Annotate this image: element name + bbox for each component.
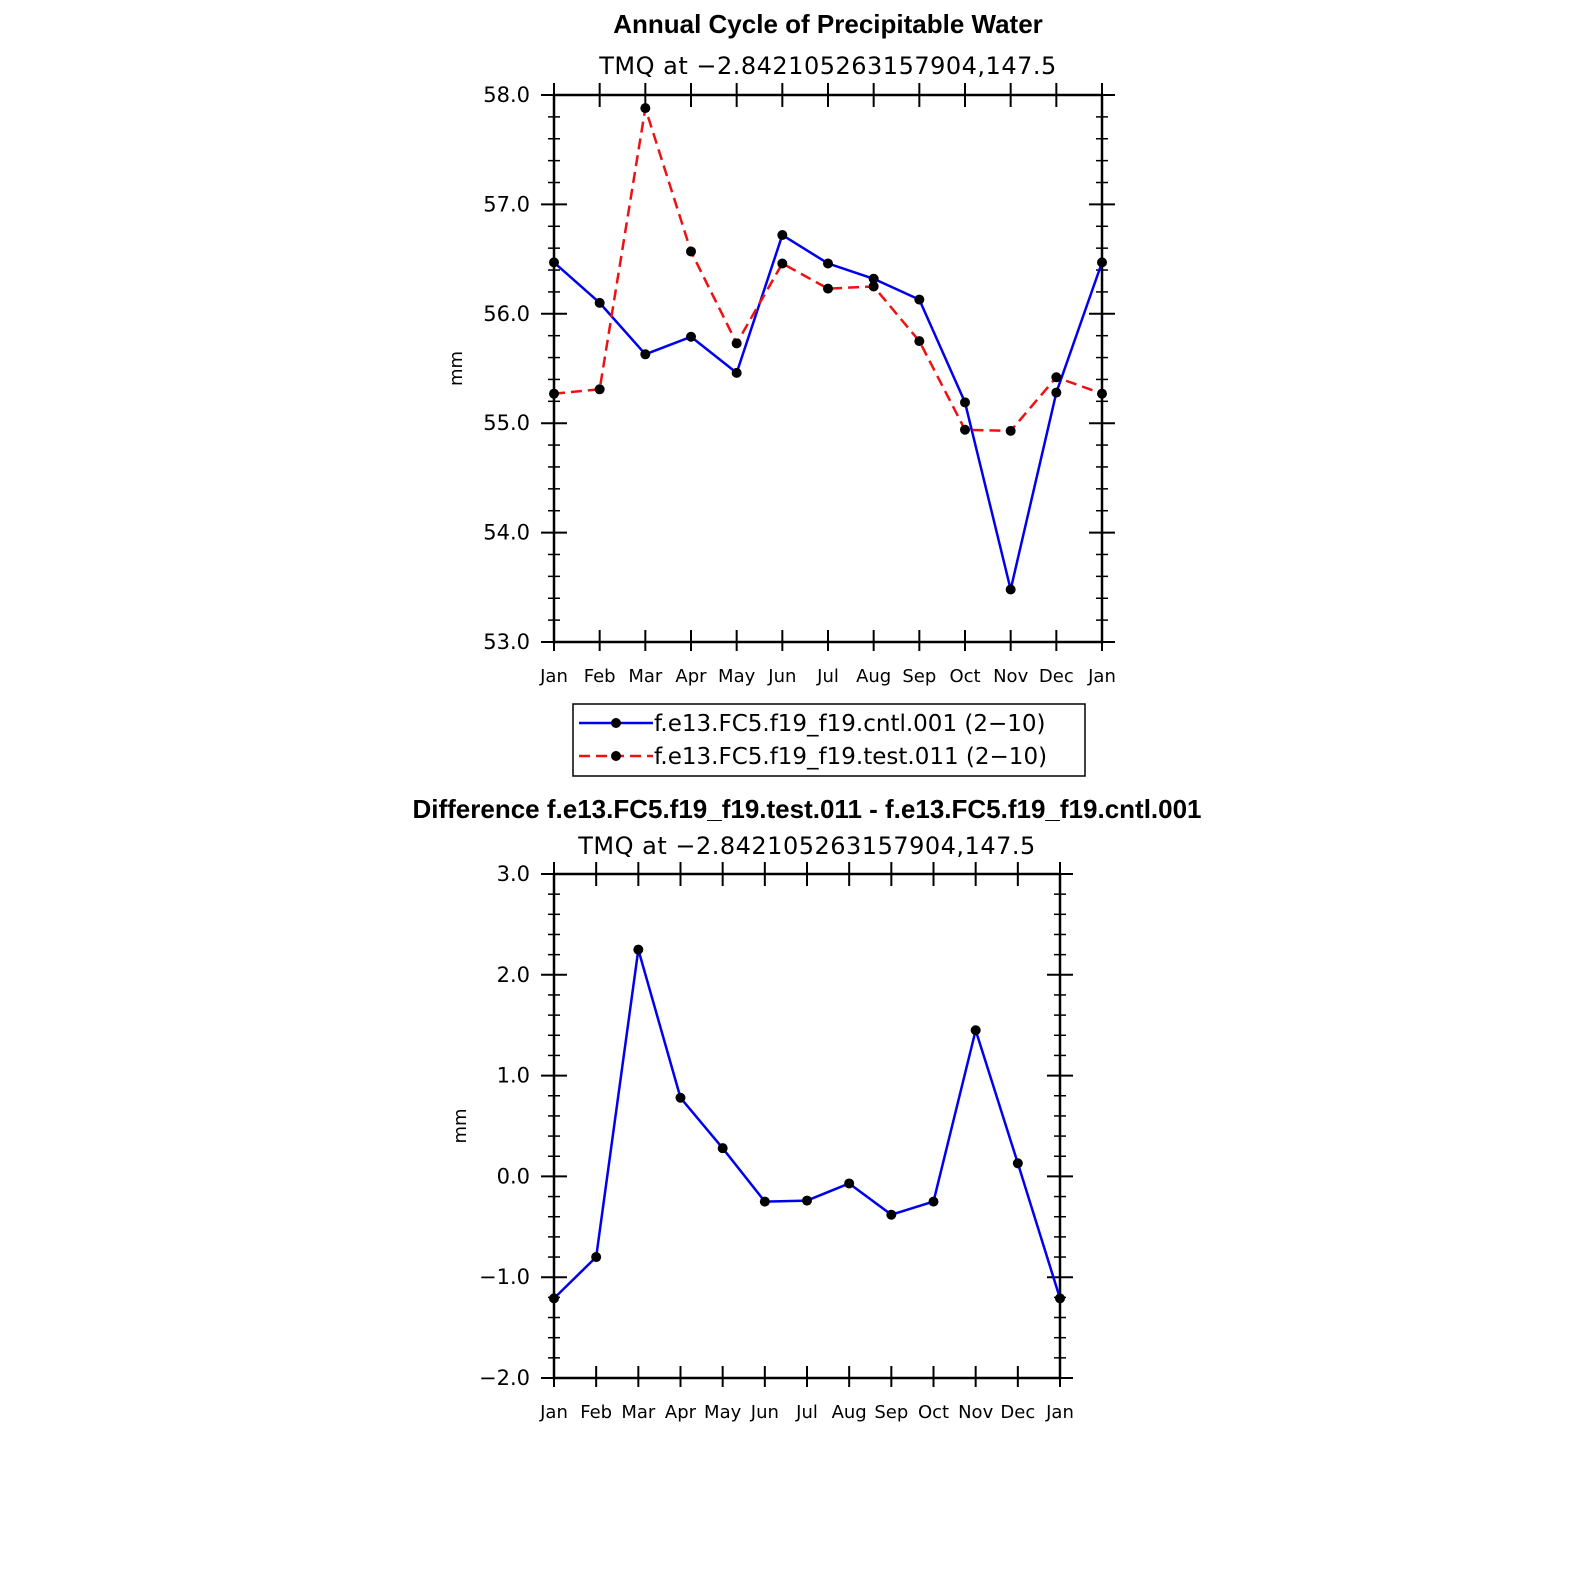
data-point	[970, 1025, 981, 1036]
data-point	[802, 1195, 812, 1206]
data-point	[594, 297, 605, 308]
chart-annual-cycle: Annual Cycle of Precipitable Water TMQ at…	[446, 9, 1116, 777]
data-point	[1051, 387, 1062, 398]
data-point	[549, 257, 559, 268]
data-point	[777, 258, 788, 269]
chart-difference: Difference f.e13.FC5.f19_f19.test.011 - …	[412, 794, 1201, 1423]
legend-label: f.e13.FC5.f19_f19.test.011 (2−10)	[654, 744, 1047, 770]
data-point	[731, 367, 742, 378]
series-line-1	[553, 106, 1103, 433]
series-line-0	[553, 948, 1062, 1300]
data-point	[960, 424, 970, 435]
data-point	[777, 230, 788, 241]
x-tick-label: Jan	[539, 1402, 568, 1423]
data-point	[686, 331, 696, 342]
data-point	[633, 944, 644, 955]
x-tick-label: Mar	[628, 666, 663, 687]
chart-title: Difference f.e13.FC5.f19_f19.test.011 - …	[412, 794, 1201, 824]
data-point	[823, 283, 833, 294]
y-tick-label: 55.0	[483, 411, 530, 435]
x-tick-label: Oct	[918, 1402, 949, 1423]
x-tick-label: Aug	[832, 1402, 867, 1423]
data-point	[640, 349, 651, 360]
axis-ticks	[541, 83, 1115, 651]
data-point	[914, 294, 925, 305]
x-tick-label: Sep	[902, 666, 936, 687]
data-point	[844, 1178, 855, 1189]
data-point	[717, 1143, 728, 1154]
data-point	[823, 258, 833, 269]
y-tick-label: 56.0	[483, 302, 530, 326]
legend-marker	[611, 718, 621, 728]
x-tick-label: Jan	[539, 666, 568, 687]
data-point	[868, 273, 879, 284]
data-point	[1097, 257, 1107, 268]
x-tick-label: Jun	[767, 666, 796, 687]
data-point	[686, 246, 696, 257]
data-point	[731, 338, 742, 349]
data-point	[960, 397, 970, 408]
x-tick-label: Feb	[580, 1402, 612, 1423]
plot-frame	[552, 93, 1104, 644]
x-tick-label: Nov	[993, 666, 1028, 687]
legend-label: f.e13.FC5.f19_f19.cntl.001 (2−10)	[654, 711, 1046, 737]
axis-ticks	[541, 862, 1073, 1387]
y-tick-label: 53.0	[483, 630, 530, 654]
x-tick-label: Dec	[1000, 1402, 1035, 1423]
chart-title: Annual Cycle of Precipitable Water	[613, 9, 1043, 39]
y-tick-label: 0.0	[497, 1164, 530, 1188]
plot-frame	[552, 872, 1062, 1380]
x-tick-label: Jan	[1087, 666, 1116, 687]
x-tick-label: Apr	[665, 1402, 697, 1423]
x-tick-label: Feb	[584, 666, 616, 687]
data-point	[1005, 425, 1016, 436]
data-point	[594, 384, 605, 395]
x-tick-label: May	[704, 1402, 742, 1423]
chart-subtitle: TMQ at −2.842105263157904,147.5	[577, 832, 1036, 860]
y-tick-label: 54.0	[483, 521, 530, 545]
x-tick-label: Jul	[816, 666, 839, 687]
y-axis-label: mm	[450, 1108, 471, 1143]
data-point	[886, 1209, 897, 1220]
data-point	[591, 1252, 602, 1263]
data-point	[914, 336, 925, 347]
x-tick-label: Sep	[874, 1402, 908, 1423]
y-tick-label: 57.0	[483, 192, 530, 216]
y-tick-label: 2.0	[497, 963, 530, 987]
x-tick-label: Aug	[856, 666, 891, 687]
x-tick-label: Nov	[958, 1402, 993, 1423]
y-tick-label: 58.0	[483, 83, 530, 107]
x-tick-label: Oct	[949, 666, 980, 687]
data-point	[928, 1196, 939, 1207]
x-tick-label: Jun	[750, 1402, 779, 1423]
chart-subtitle: TMQ at −2.842105263157904,147.5	[598, 52, 1057, 80]
data-point	[759, 1196, 770, 1207]
y-tick-label: 1.0	[497, 1064, 530, 1088]
x-tick-label: May	[718, 666, 756, 687]
data-point	[1012, 1158, 1023, 1169]
data-point	[549, 1293, 559, 1304]
data-point	[640, 103, 651, 114]
data-point	[868, 281, 879, 292]
y-tick-label: −2.0	[479, 1366, 530, 1390]
data-point	[1051, 372, 1062, 383]
legend-box	[572, 703, 1086, 777]
y-tick-label: −1.0	[479, 1265, 530, 1289]
legend: f.e13.FC5.f19_f19.cntl.001 (2−10) f.e13.F…	[572, 703, 1086, 777]
y-tick-label: 3.0	[497, 862, 530, 886]
x-tick-label: Dec	[1039, 666, 1074, 687]
data-point	[1005, 584, 1016, 595]
x-tick-label: Jul	[795, 1402, 818, 1423]
data-point	[675, 1092, 686, 1103]
data-point	[1055, 1293, 1065, 1304]
legend-marker	[611, 751, 621, 761]
x-tick-label: Mar	[621, 1402, 656, 1423]
x-tick-label: Apr	[675, 666, 707, 687]
y-axis-label: mm	[446, 351, 467, 386]
x-tick-label: Jan	[1045, 1402, 1074, 1423]
data-point	[549, 388, 559, 399]
data-point	[1097, 388, 1107, 399]
